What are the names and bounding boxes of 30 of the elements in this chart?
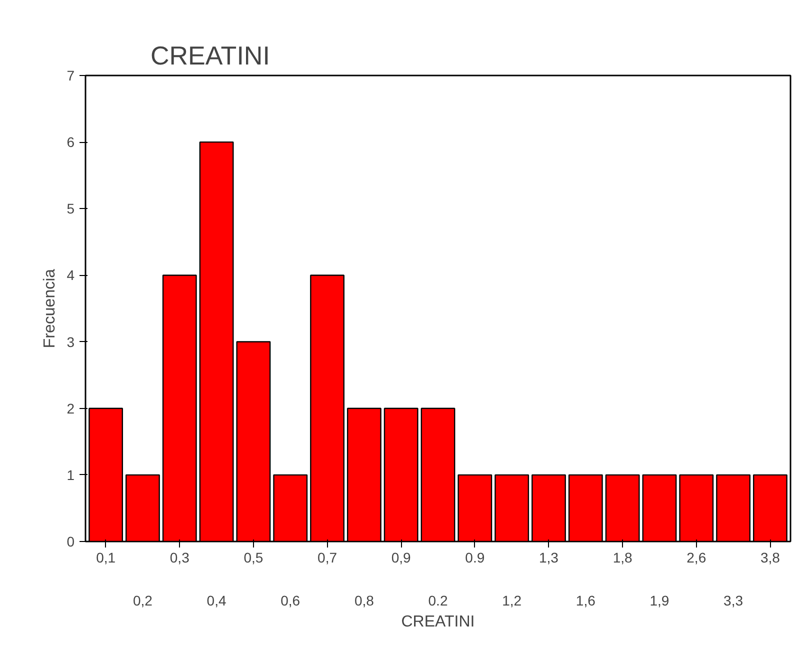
x-axis-title: CREATINI xyxy=(401,614,475,630)
x-tick-label: 0,4 xyxy=(206,592,226,608)
y-tick-label: 7 xyxy=(66,68,75,84)
x-tick-label: 0,9 xyxy=(391,550,412,566)
x-tick-label: 1,2 xyxy=(502,592,522,608)
x-tick-label: 0,7 xyxy=(318,550,338,566)
x-tick-label: 2,6 xyxy=(686,550,706,566)
x-tick-label: 3,3 xyxy=(724,592,744,608)
x-tick-label: 0,3 xyxy=(170,550,190,566)
y-tick-label: 1 xyxy=(66,466,75,483)
x-tick-label: 0,1 xyxy=(96,550,116,566)
x-tick-label: 0,6 xyxy=(280,592,300,608)
y-tick-label: 2 xyxy=(66,400,75,416)
x-tick-label: 3,8 xyxy=(760,550,780,566)
x-tick-label: 1,9 xyxy=(650,592,670,608)
x-tick-label: 0,8 xyxy=(354,592,374,608)
x-tick-label: 0,5 xyxy=(244,550,264,566)
y-tick-label: 5 xyxy=(66,200,75,217)
y-axis-title: Frecuencia xyxy=(42,268,59,348)
y-tick-label: 3 xyxy=(66,334,75,350)
x-tick-label: 0.9 xyxy=(465,550,485,566)
x-tick-label: 1,6 xyxy=(576,592,596,608)
y-tick-label: 4 xyxy=(66,267,75,284)
y-tick-label: 0 xyxy=(66,534,75,550)
x-tick-label: 1,3 xyxy=(539,550,559,566)
chart-title: CREATINI xyxy=(150,40,270,70)
x-tick-label: 1,8 xyxy=(612,550,632,566)
x-tick-label: 0,2 xyxy=(132,592,153,608)
x-tick-label: 0.2 xyxy=(428,592,448,608)
y-tick-label: 6 xyxy=(66,134,75,150)
